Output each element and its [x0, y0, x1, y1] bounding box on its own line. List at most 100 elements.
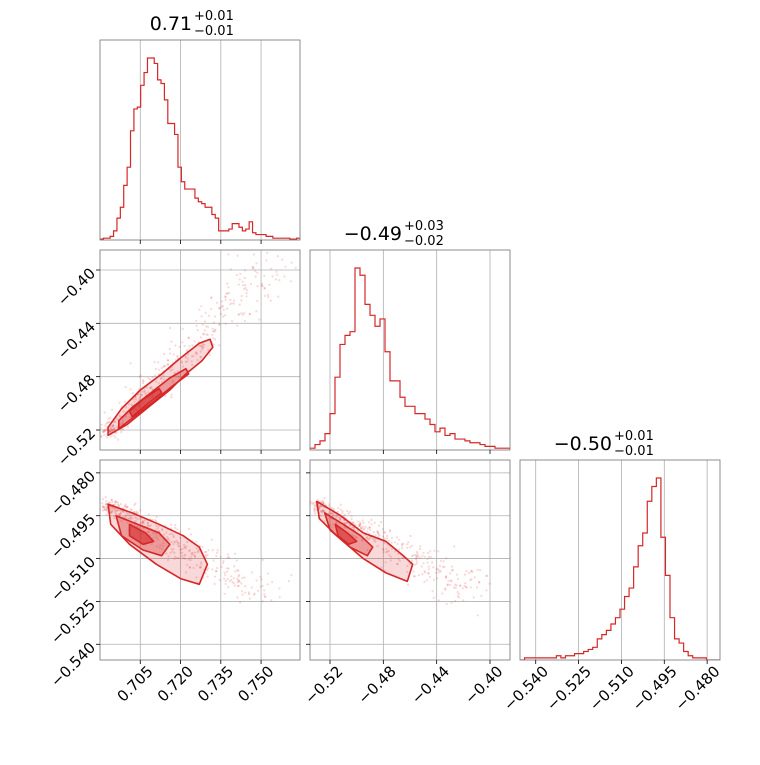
scatter-point	[437, 599, 440, 602]
scatter-point	[201, 343, 205, 346]
scatter-point	[410, 559, 413, 562]
scatter-point	[203, 320, 207, 323]
scatter-point	[163, 533, 166, 536]
scatter-point	[239, 272, 242, 275]
scatter-point	[358, 523, 361, 527]
scatter-point	[151, 376, 154, 379]
scatter-point	[230, 302, 233, 305]
scatter-point	[174, 541, 177, 544]
scatter-point	[238, 580, 241, 583]
scatter-point	[266, 572, 269, 575]
histogram-step-0-0	[100, 57, 300, 240]
scatter-point	[204, 550, 207, 554]
scatter-point	[112, 507, 115, 510]
scatter-point	[155, 515, 158, 519]
scatter-point	[419, 556, 422, 559]
scatter-point	[270, 599, 273, 602]
scatter-point	[240, 582, 243, 585]
scatter-point	[102, 505, 105, 508]
scatter-point	[454, 583, 457, 586]
scatter-point	[167, 359, 170, 362]
scatter-point	[173, 551, 176, 555]
scatter-point	[191, 551, 194, 554]
scatter-point	[196, 551, 199, 554]
scatter-point	[227, 253, 230, 256]
scatter-point	[335, 514, 338, 517]
scatter-point	[472, 596, 475, 599]
scatter-point	[139, 517, 142, 520]
scatter-point	[227, 553, 230, 556]
scatter-point	[107, 421, 110, 424]
scatter-point	[162, 374, 165, 377]
y-tick-label: −0.52	[54, 424, 99, 469]
scatter-point	[176, 354, 179, 357]
scatter-point	[180, 548, 183, 551]
scatter-point	[122, 410, 125, 413]
scatter-point	[133, 520, 136, 523]
panel-2-2: −0.540−0.525−0.510−0.495−0.480 −0.50 +0.01…	[500, 429, 723, 714]
scatter-point	[190, 355, 194, 358]
scatter-point	[432, 578, 435, 581]
scatter-point	[353, 534, 356, 538]
scatter-point	[284, 265, 287, 268]
scatter-point	[169, 369, 173, 372]
scatter-point	[236, 569, 239, 572]
scatter-point	[338, 518, 341, 521]
scatter-point	[339, 508, 343, 511]
scatter-point	[100, 427, 102, 430]
scatter-point	[248, 312, 251, 315]
scatter-point	[215, 301, 219, 304]
scatter-point	[165, 535, 168, 539]
scatter-point	[175, 539, 178, 542]
scatter-point	[183, 344, 186, 348]
scatter-point	[445, 557, 448, 560]
scatter-point	[190, 360, 193, 363]
scatter-point	[259, 585, 262, 588]
scatter-point	[263, 287, 266, 290]
scatter-point	[438, 564, 441, 568]
scatter-point	[199, 336, 202, 339]
scatter-point	[390, 547, 394, 551]
grid-2-1	[310, 460, 510, 660]
scatter-point	[112, 427, 115, 431]
scatter-point	[184, 355, 187, 358]
scatter-point	[382, 551, 385, 554]
y-tick-label: −0.480	[47, 467, 99, 519]
scatter-point	[117, 438, 120, 441]
scatter-point	[263, 593, 266, 596]
scatter-point	[271, 275, 274, 278]
x-tick-label: 0.750	[234, 662, 277, 705]
scatter-point	[216, 551, 219, 554]
scatter-point	[191, 363, 194, 366]
title-minus: −0.01	[614, 444, 654, 459]
scatter-point	[260, 578, 263, 581]
scatter-point	[101, 506, 104, 509]
scatter-point	[413, 575, 417, 578]
scatter-point	[150, 542, 153, 546]
scatter-point	[409, 534, 412, 538]
scatter-point	[283, 275, 286, 278]
scatter-point	[224, 579, 227, 582]
scatter-point	[195, 324, 198, 327]
scatter-point	[260, 284, 263, 287]
scatter-point	[237, 584, 240, 588]
scatter-point	[140, 393, 143, 396]
scatter-point	[237, 579, 241, 583]
scatter-point	[111, 498, 114, 501]
scatter-point	[321, 510, 324, 513]
scatter-point	[251, 266, 254, 269]
scatter-point	[111, 408, 114, 411]
scatter-point	[181, 341, 184, 344]
scatter-point	[163, 378, 166, 381]
scatter-point	[331, 514, 335, 517]
plot-area-0-0	[100, 57, 300, 240]
scatter-point	[182, 543, 186, 546]
scatter-point	[185, 545, 188, 548]
scatter-point	[102, 498, 105, 501]
scatter-point	[132, 510, 136, 513]
scatter-point	[406, 564, 409, 568]
scatter-point	[225, 307, 229, 310]
scatter-point	[240, 590, 244, 593]
scatter-point	[131, 513, 134, 517]
scatter-point	[103, 411, 106, 414]
